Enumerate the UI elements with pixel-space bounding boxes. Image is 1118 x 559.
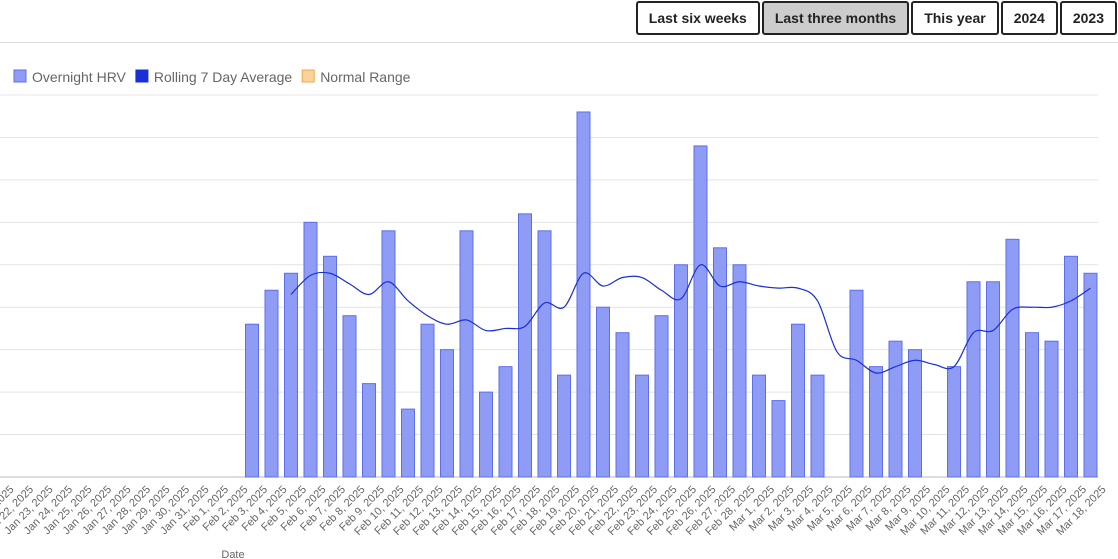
bar [947,366,961,478]
bar [264,289,279,478]
bar [635,374,649,478]
bar [459,230,474,478]
legend-swatch [301,69,315,83]
bar [771,400,786,478]
bar [576,111,591,478]
bar [245,323,259,478]
bar [966,281,981,478]
bar [518,213,532,478]
divider [0,42,1118,43]
bar [420,323,435,478]
bar [303,221,318,478]
bar [713,247,727,478]
bar [693,145,708,478]
bar [1044,340,1059,478]
legend-label: Rolling 7 Day Average [154,69,292,85]
range-button[interactable]: This year [911,1,999,35]
bar [284,272,298,478]
bar [752,374,766,478]
bar [381,230,396,478]
legend-swatch [135,69,149,83]
bar [1005,238,1020,478]
bar [810,374,825,478]
bar [401,408,415,478]
bar [654,315,669,478]
bar [908,349,922,478]
bar [888,340,903,478]
average-line [290,264,1091,374]
bar [596,306,610,478]
x-axis-label: Date [221,549,244,559]
bar [849,289,864,478]
bar [791,323,805,478]
bar [537,230,552,478]
bar [615,332,630,478]
bar [674,264,688,478]
range-buttons: Last six weeks Last three months This year… [635,1,1117,35]
range-button[interactable]: Last three months [761,1,910,35]
bar [1083,272,1098,478]
bar [362,383,376,478]
range-button[interactable]: Last six weeks [635,1,760,35]
legend-label: Normal Range [320,69,410,85]
bar [1064,255,1078,478]
bar [986,281,1000,478]
bar [323,255,337,478]
bar [557,374,571,478]
bar [440,349,454,478]
bar [498,366,513,478]
bar [1025,332,1039,478]
bar [732,264,747,478]
bar [869,366,883,478]
range-button[interactable]: 2023 [1059,1,1117,35]
legend-swatch [13,69,27,83]
range-button[interactable]: 2024 [1000,1,1058,35]
legend-label: Overnight HRV [32,69,127,85]
bar [342,315,357,478]
bar [479,391,493,478]
